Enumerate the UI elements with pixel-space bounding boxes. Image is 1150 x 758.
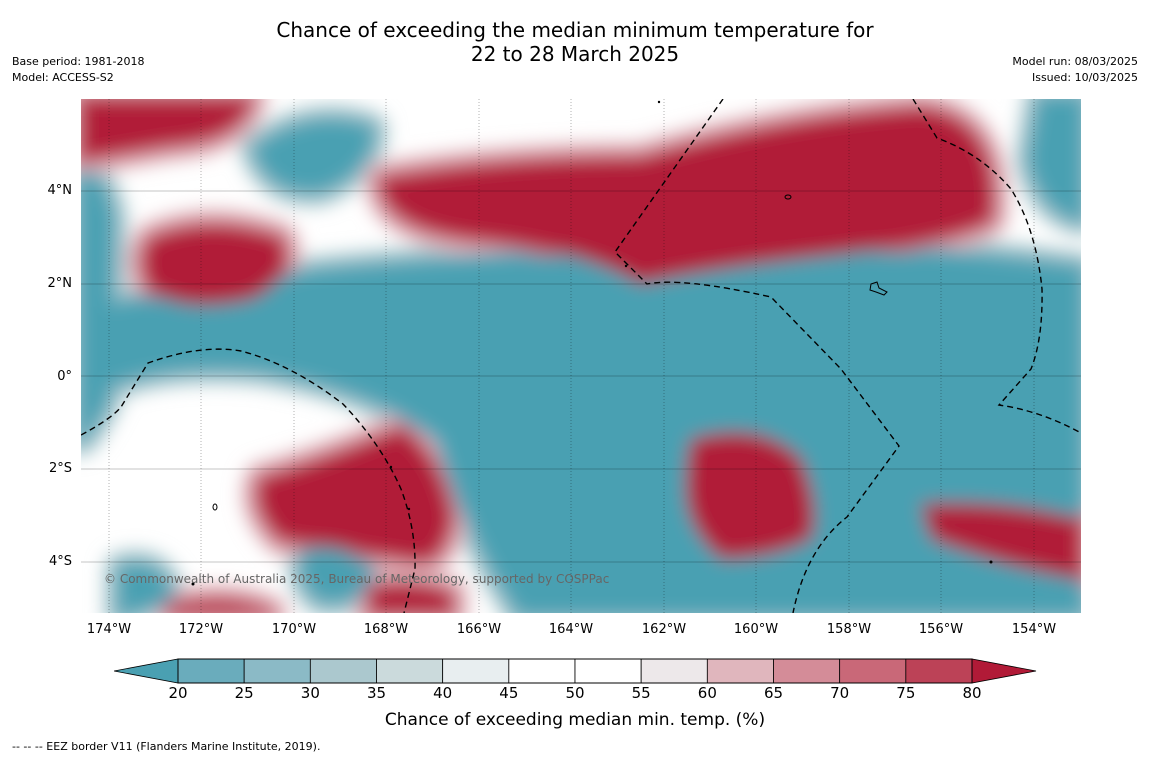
colorbar-label: Chance of exceeding median min. temp. (%…	[384, 710, 766, 730]
meta-left: Base period: 1981-2018 Model: ACCESS-S2	[12, 54, 144, 86]
low-probability-region	[303, 546, 371, 600]
colorbar-tick-label: 50	[565, 684, 585, 702]
lat-label: 2°N	[47, 276, 73, 291]
colorbar-cell	[706, 658, 774, 684]
lon-label: 154°W	[1011, 622, 1057, 637]
low-probability-region	[256, 122, 371, 190]
low-probability-region	[81, 249, 1081, 613]
high-probability-region	[381, 109, 993, 284]
colorbar-tick-label: 80	[962, 684, 982, 702]
colorbar-over-triangle	[971, 658, 1037, 684]
probability-map	[81, 99, 1081, 613]
high-probability-region	[143, 226, 285, 305]
colorbar-frame	[177, 658, 973, 684]
colorbar-tick-label: 30	[300, 684, 320, 702]
issued-text: Issued: 10/03/2025	[1031, 71, 1138, 84]
low-probability-region	[1031, 99, 1081, 219]
colorbar-cell	[309, 658, 377, 684]
model-run-text: Model run: 08/03/2025	[1012, 55, 1138, 68]
colorbar-cell	[640, 658, 708, 684]
high-probability-region	[258, 429, 451, 561]
colorbar-tick-label: 40	[433, 684, 453, 702]
eez-border	[81, 348, 416, 613]
high-probability-region	[81, 99, 251, 159]
colorbar-tick-label: 25	[234, 684, 254, 702]
colorbar-cell	[376, 658, 444, 684]
colorbar-tick-label: 55	[631, 684, 651, 702]
title-line-2: 22 to 28 March 2025	[470, 42, 680, 66]
lon-label: 160°W	[733, 622, 779, 637]
high-probability-region	[171, 601, 271, 613]
island	[869, 281, 888, 296]
eez-border	[912, 99, 1081, 434]
meta-right: Model run: 08/03/2025 Issued: 10/03/2025	[1012, 54, 1138, 86]
coastlines	[191, 100, 993, 586]
lat-label: 4°S	[48, 554, 72, 569]
island	[657, 100, 661, 104]
colorbar-cell	[839, 658, 907, 684]
eez-legend-note: -- -- -- EEZ border V11 (Flanders Marine…	[12, 740, 321, 753]
colorbar-tick-label: 20	[168, 684, 188, 702]
colorbar	[114, 658, 1037, 684]
island	[784, 194, 792, 200]
colorbar-under-triangle	[114, 658, 179, 684]
colorbar-tick-label: 35	[366, 684, 387, 702]
colorbar-tick-label: 65	[763, 684, 784, 702]
lon-label: 162°W	[641, 622, 687, 637]
low-probability-region	[81, 177, 111, 439]
lon-label: 172°W	[178, 622, 224, 637]
colorbar-cell	[574, 658, 642, 684]
graticule	[81, 99, 1081, 613]
high-probability-region	[921, 503, 1081, 579]
lon-label: 158°W	[826, 622, 872, 637]
colorbar-cell	[442, 658, 510, 684]
lon-label: 168°W	[363, 622, 409, 637]
lon-label: 170°W	[271, 622, 317, 637]
lon-label: 166°W	[456, 622, 502, 637]
colorbar-tick-label: 60	[697, 684, 717, 702]
colorbar-tick-label: 75	[896, 684, 916, 702]
lat-label: 4°N	[47, 183, 73, 198]
eez-borders	[81, 99, 1081, 613]
colorbar-tick-label: 70	[830, 684, 850, 702]
colorbar-cell	[773, 658, 841, 684]
lat-label: 2°S	[48, 461, 72, 476]
lon-label: 156°W	[918, 622, 964, 637]
island	[191, 582, 195, 586]
base-period-text: Base period: 1981-2018	[12, 55, 145, 68]
model-text: Model: ACCESS-S2	[12, 71, 114, 84]
island	[407, 507, 411, 511]
map-panel	[81, 99, 1081, 613]
lon-label: 164°W	[548, 622, 594, 637]
colorbar-cell	[243, 658, 311, 684]
colorbar-cell	[508, 658, 576, 684]
colorbar-cell	[177, 658, 245, 684]
island	[624, 264, 628, 268]
low-probability-region	[121, 567, 171, 613]
lon-label: 174°W	[86, 622, 132, 637]
map-title: Chance of exceeding the median minimum t…	[0, 18, 1150, 66]
high-probability-region	[371, 585, 451, 613]
probability-field	[81, 99, 1081, 613]
island	[989, 560, 993, 564]
title-line-1: Chance of exceeding the median minimum t…	[276, 18, 874, 42]
island	[212, 503, 218, 511]
copyright-text: © Commonwealth of Australia 2025, Bureau…	[104, 572, 610, 586]
colorbar-cell	[905, 658, 973, 684]
high-probability-region	[686, 432, 815, 559]
low-probability-region	[881, 571, 941, 613]
colorbar-tick-label: 45	[499, 684, 519, 702]
lat-label: 0°	[57, 369, 72, 384]
